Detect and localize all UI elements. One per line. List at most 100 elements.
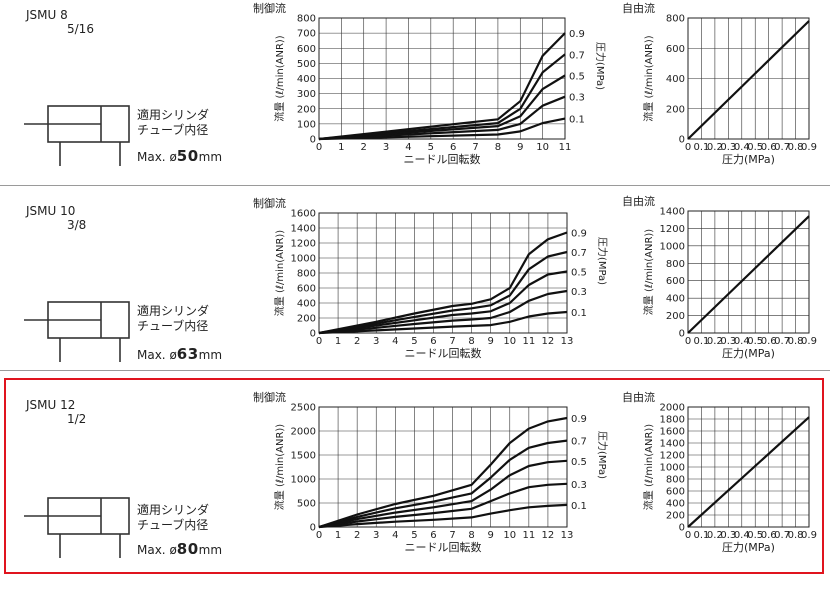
x-tick-label: 8	[468, 336, 474, 347]
y-tick-label: 800	[297, 269, 316, 280]
y-tick-label: 200	[297, 104, 316, 115]
x-tick-label: 0.4	[734, 142, 750, 153]
x-tick-label: 0.1	[693, 530, 709, 541]
x-tick-label: 0	[316, 336, 322, 347]
series-label: 0.7	[571, 248, 587, 259]
x-tick-label: 0.8	[788, 336, 804, 347]
x-tick-label: 2	[361, 142, 367, 153]
cylinder-diagram	[24, 105, 130, 166]
y-tick-label: 1500	[291, 451, 316, 462]
y-tick-label: 1000	[291, 475, 316, 486]
x-tick-label: 0.2	[707, 336, 723, 347]
cylinder-label-line1: 適用シリンダ	[137, 503, 210, 517]
x-tick-label: 0.7	[774, 142, 790, 153]
series-label: 0.3	[571, 480, 587, 491]
port-size: 1/2	[67, 412, 87, 426]
y-tick-label: 1200	[660, 224, 685, 235]
x-tick-label: 2	[354, 530, 360, 541]
y-axis-label: 流量 (ℓ/min(ANR))	[273, 35, 286, 122]
x-tick-label: 0.7	[774, 530, 790, 541]
y-tick-label: 600	[666, 487, 685, 498]
y-tick-label: 0	[679, 135, 685, 146]
x-tick-label: 1	[338, 142, 344, 153]
x-tick-label: 0.6	[761, 530, 777, 541]
x-tick-label: 0.3	[720, 336, 736, 347]
x-tick-label: 10	[503, 336, 516, 347]
y-tick-label: 400	[666, 499, 685, 510]
x-tick-label: 0.4	[734, 530, 750, 541]
x-tick-label: 3	[383, 142, 389, 153]
series-line	[318, 117, 566, 141]
plot-frame	[687, 210, 810, 334]
x-tick-label: 11	[522, 530, 535, 541]
y-tick-label: 400	[666, 74, 685, 85]
max-bore-unit: mm	[198, 543, 223, 557]
x-tick-label: 8	[495, 142, 501, 153]
free-flow-chart: 0 0.10.20.30.40.50.60.70.80.9020040060080…	[622, 194, 817, 360]
max-bore: Max. ø80mm	[137, 540, 222, 558]
series-label: 0.3	[569, 93, 585, 104]
series-line	[318, 503, 568, 529]
y-tick-label: 1400	[291, 224, 316, 235]
chart-title: 制御流	[253, 1, 286, 15]
max-bore-unit: mm	[198, 150, 223, 164]
x-tick-label: 0.9	[801, 336, 817, 347]
x-tick-label: 7	[449, 336, 455, 347]
x-tick-label: 0.5	[747, 336, 763, 347]
cylinder-label: 適用シリンダ チューブ内径	[137, 304, 209, 334]
x-tick-label: 0.8	[788, 142, 804, 153]
y-tick-label: 200	[666, 511, 685, 522]
y-axis-label: 流量 (ℓ/min(ANR))	[273, 230, 286, 317]
right-axis-label: 圧力(MPa)	[596, 237, 609, 285]
y-tick-label: 0	[310, 523, 316, 534]
series-line	[318, 95, 566, 141]
x-tick-label: 9	[517, 142, 523, 153]
x-tick-label: 0.4	[734, 336, 750, 347]
max-bore-prefix: Max. ø	[137, 150, 177, 164]
y-axis-label: 流量 (ℓ/min(ANR))	[273, 424, 286, 511]
series-line	[687, 20, 810, 140]
x-tick-label: 0.6	[761, 142, 777, 153]
x-axis-label: ニードル回転数	[404, 153, 481, 166]
series-label: 0.7	[571, 437, 587, 448]
cylinder-label-line2: チューブ内径	[137, 319, 209, 333]
series-line	[318, 250, 568, 335]
cylinder-label-line2: チューブ内径	[137, 518, 209, 532]
y-tick-label: 0	[679, 523, 685, 534]
y-tick-label: 1800	[660, 415, 685, 426]
series-label: 0.1	[569, 115, 585, 126]
x-tick-label: 13	[561, 336, 574, 347]
free-flow-chart: 0 0.10.20.30.40.50.60.70.80.9020040060080…	[622, 1, 817, 166]
y-tick-label: 800	[666, 259, 685, 270]
x-axis-label: ニードル回転数	[405, 541, 482, 554]
y-tick-label: 1600	[660, 427, 685, 438]
series-line	[318, 459, 568, 529]
x-tick-label: 12	[542, 336, 555, 347]
plot-frame	[318, 17, 566, 140]
chart-title: 自由流	[622, 390, 655, 404]
y-tick-label: 1200	[660, 451, 685, 462]
y-tick-label: 600	[297, 284, 316, 295]
x-tick-label: 5	[411, 336, 417, 347]
x-axis-label: 圧力(MPa)	[722, 347, 775, 360]
x-tick-label: 4	[392, 336, 398, 347]
right-axis-label: 圧力(MPa)	[594, 42, 607, 90]
max-bore-unit: mm	[198, 348, 223, 362]
x-tick-label: 0.7	[774, 336, 790, 347]
x-tick-label: 6	[430, 336, 436, 347]
y-tick-label: 600	[666, 44, 685, 55]
chart-title: 制御流	[253, 196, 286, 210]
cylinder-diagram	[24, 497, 130, 558]
right-axis-label: 圧力(MPa)	[596, 431, 609, 479]
plot-frame	[318, 212, 568, 334]
max-bore: Max. ø63mm	[137, 345, 222, 363]
free-flow-chart: 0 0.10.20.30.40.50.60.70.80.9020040060080…	[622, 390, 817, 554]
series-line	[687, 416, 810, 528]
x-tick-label: 0.5	[747, 530, 763, 541]
x-tick-label: 0.9	[801, 142, 817, 153]
cylinder-label-line1: 適用シリンダ	[137, 108, 210, 122]
x-tick-label: 7	[472, 142, 478, 153]
model-name: JSMU 8	[26, 8, 68, 22]
y-axis-label: 流量 (ℓ/min(ANR))	[642, 424, 655, 511]
